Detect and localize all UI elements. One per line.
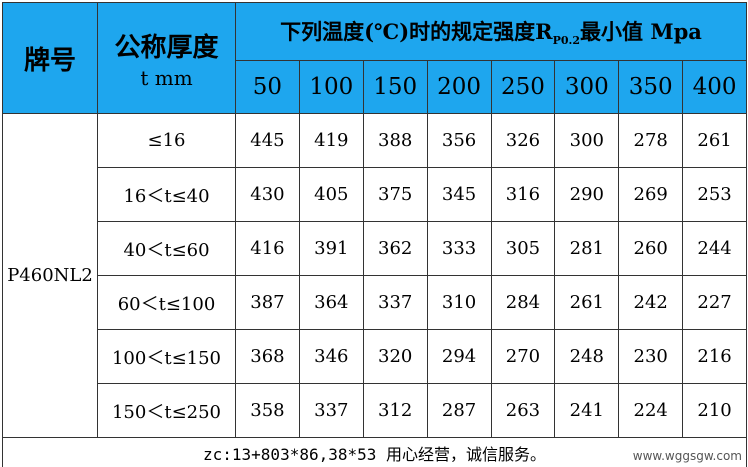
table-row: 16＜t≤40 430 405 375 345 316 290 269 253 [3,167,748,222]
strength-cell: 216 [682,329,748,384]
strength-cell: 224 [618,383,684,438]
strength-header-text: 最小值 Mpa [580,18,702,44]
thickness-cell: 40＜t≤60 [97,221,236,276]
temperature-header: 50 [235,60,300,114]
thickness-header: 公称厚度 t mm [97,2,236,114]
temperature-header: 100 [298,60,364,114]
header-row: 50 100 150 200 250 300 350 400 [3,60,748,114]
strength-cell: 387 [235,275,300,330]
strength-cell: 244 [682,221,748,276]
thickness-cell: 16＜t≤40 [97,167,236,222]
strength-cell: 278 [618,113,684,168]
strength-cell: 290 [554,167,620,222]
strength-cell: 269 [618,167,684,222]
strength-header-text: 下列温度(℃)时的规定强度R [280,18,553,44]
strength-cell: 430 [235,167,300,222]
footer-row: zc:13+803*86,38*53 用心经营，诚信服务。 [1,437,748,467]
strength-cell: 242 [618,275,684,330]
strength-header: 下列温度(℃)时的规定强度RP0.2最小值 Mpa [234,2,748,61]
strength-cell: 261 [554,275,620,330]
strength-cell: 310 [426,275,492,330]
grade-cell: P460NL2 [2,113,98,438]
strength-cell: 445 [235,113,300,168]
strength-cell: 287 [426,383,492,438]
strength-cell: 270 [490,329,556,384]
strength-subscript: P0.2 [552,34,581,48]
strength-cell: 337 [298,383,364,438]
strength-cell: 337 [362,275,428,330]
strength-cell: 375 [362,167,428,222]
thickness-header-unit: t mm [140,65,193,90]
strength-cell: 260 [618,221,684,276]
strength-cell: 391 [298,221,364,276]
strength-cell: 333 [426,221,492,276]
strength-cell: 368 [235,329,300,384]
footer: zc:13+803*86,38*53 用心经营，诚信服务。 [1,437,748,467]
strength-cell: 253 [682,167,748,222]
temperature-header: 250 [490,60,556,114]
thickness-cell: 60＜t≤100 [97,275,236,330]
strength-cell: 356 [426,113,492,168]
strength-cell: 362 [362,221,428,276]
strength-cell: 320 [362,329,428,384]
strength-cell: 388 [362,113,428,168]
strength-cell: 326 [490,113,556,168]
table-row: 150＜t≤250 358 337 312 287 263 241 224 210 [3,383,748,438]
strength-cell: 281 [554,221,620,276]
strength-cell: 261 [682,113,748,168]
table-row: 100＜t≤150 368 346 320 294 270 248 230 216 [3,329,748,384]
strength-cell: 284 [490,275,556,330]
table-header: 牌号 公称厚度 t mm 下列温度(℃)时的规定强度RP0.2最小值 Mpa 5… [2,2,748,114]
thickness-cell: 150＜t≤250 [97,383,236,438]
strength-cell: 416 [235,221,300,276]
strength-cell: 345 [426,167,492,222]
table-row: 40＜t≤60 416 391 362 333 305 281 260 244 [3,221,748,276]
strength-cell: 210 [682,383,748,438]
table-body: P460NL2 ≤16 445 419 388 356 326 300 278 261 16＜t≤4… [1,113,748,467]
strength-cell: 312 [362,383,428,438]
table-row: P460NL2 ≤16 445 419 388 356 326 300 278 261 [2,113,748,438]
temperature-header: 400 [682,60,748,114]
watermark: www.wggsgw.com [632,449,742,463]
temperature-header: 150 [362,60,428,114]
grade-header: 牌号 [2,2,98,114]
temperature-header: 200 [426,60,492,114]
strength-cell: 230 [618,329,684,384]
strength-cell: 227 [682,275,748,330]
strength-cell: 364 [298,275,364,330]
strength-cell: 419 [298,113,364,168]
thickness-cell: ≤16 [97,113,236,168]
thickness-header-title: 公称厚度 [114,32,219,63]
thickness-cell: 100＜t≤150 [97,329,236,384]
strength-cell: 294 [426,329,492,384]
strength-cell: 316 [490,167,556,222]
strength-cell: 405 [298,167,364,222]
strength-cell: 305 [490,221,556,276]
temperature-header: 350 [618,60,684,114]
strength-cell: 300 [554,113,620,168]
strength-cell: 358 [235,383,300,438]
table-row: 60＜t≤100 387 364 337 310 284 261 242 227 [3,275,748,330]
temperature-header: 300 [554,60,620,114]
strength-cell: 248 [554,329,620,384]
header-row: 牌号 公称厚度 t mm 下列温度(℃)时的规定强度RP0.2最小值 Mpa [2,2,748,114]
strength-cell: 241 [554,383,620,438]
strength-cell: 346 [298,329,364,384]
strength-cell: 263 [490,383,556,438]
